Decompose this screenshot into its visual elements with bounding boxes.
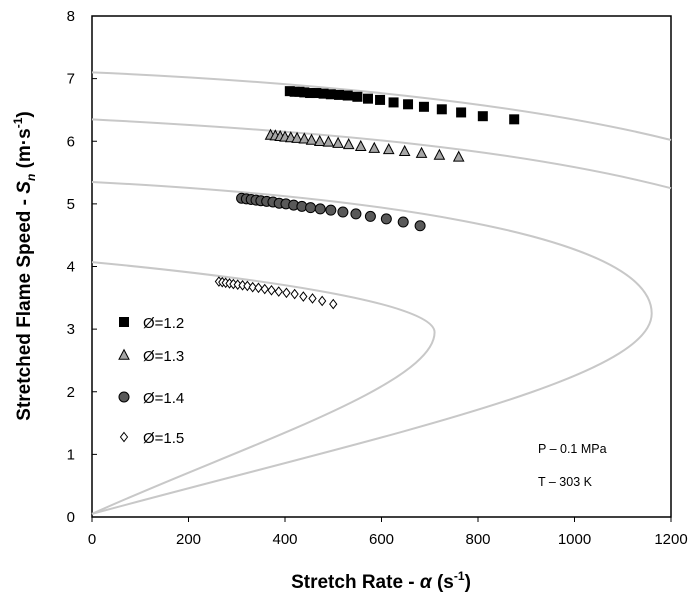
fit-curve-phi-1-3 <box>91 118 672 190</box>
data-point-triangle <box>354 139 367 152</box>
data-point-square <box>477 111 488 122</box>
data-point-square <box>388 97 399 108</box>
x-tick-label: 400 <box>272 531 297 548</box>
data-point-diamond <box>274 286 283 297</box>
data-point-circle <box>380 213 392 225</box>
legend-marker-triangle <box>118 348 130 360</box>
data-point-circle <box>414 220 426 232</box>
data-point-circle <box>350 208 362 220</box>
annotation-temperature: T – 303 K <box>538 475 593 489</box>
y-tick-label: 7 <box>67 71 75 88</box>
data-point-triangle <box>291 131 303 143</box>
data-point-triangle <box>305 133 318 145</box>
data-point-triangle <box>322 135 335 147</box>
data-point-triangle <box>433 148 446 160</box>
x-tick-label: 1200 <box>654 531 687 548</box>
data-point-diamond <box>329 298 338 310</box>
annotation-pressure: P – 0.1 MPa <box>538 442 607 456</box>
data-point-triangle <box>368 141 381 153</box>
legend-marker-square <box>119 317 129 327</box>
axis-ticks: 0 200 400 600 800 1000 1200 0 1 2 3 4 5 6 7 8 <box>67 8 688 548</box>
data-point-triangle <box>342 138 355 150</box>
data-point-square <box>375 94 386 105</box>
legend: Ø=1.2 Ø=1.3 Ø=1.4 Ø=1.5 <box>118 315 184 447</box>
y-tick-label: 3 <box>67 321 75 338</box>
y-tick-label: 1 <box>67 446 75 463</box>
data-point-diamond <box>233 279 242 290</box>
data-point-triangle <box>313 134 326 147</box>
series-circle <box>236 192 426 232</box>
y-tick-label: 0 <box>67 509 75 526</box>
y-tick-label: 5 <box>67 196 75 213</box>
data-point-square <box>403 99 414 110</box>
data-point-triangle <box>398 144 411 157</box>
legend-marker-circle <box>118 391 130 403</box>
data-point-diamond <box>290 288 299 300</box>
x-tick-label: 1000 <box>558 531 591 548</box>
x-tick-label: 800 <box>465 531 490 548</box>
y-tick-label: 4 <box>67 259 75 276</box>
data-point-square <box>509 114 520 125</box>
data-point-diamond <box>282 287 291 299</box>
data-point-diamond <box>267 284 276 296</box>
data-markers <box>214 86 520 310</box>
data-point-triangle <box>382 143 395 155</box>
data-point-square <box>436 104 447 115</box>
legend-label: Ø=1.2 <box>143 315 184 332</box>
data-point-diamond <box>308 293 317 304</box>
data-point-triangle <box>415 146 428 158</box>
data-point-square <box>362 93 373 104</box>
x-tick-label: 0 <box>88 531 96 548</box>
legend-label: Ø=1.5 <box>143 430 184 447</box>
data-point-square <box>342 90 353 101</box>
data-point-diamond <box>238 279 247 291</box>
fit-curve-phi-1-2-lower <box>91 180 653 515</box>
y-tick-label: 6 <box>67 133 75 150</box>
data-point-diamond <box>254 282 263 294</box>
x-axis-title: Stretch Rate - α (s-1) <box>291 569 471 593</box>
fit-curves <box>91 71 672 515</box>
series-square <box>284 86 520 125</box>
data-point-circle <box>337 206 349 218</box>
y-tick-label: 2 <box>67 384 75 401</box>
data-point-triangle <box>298 132 311 144</box>
data-point-diamond <box>299 291 308 302</box>
data-point-circle <box>364 210 376 222</box>
data-point-triangle <box>332 136 344 148</box>
legend-label: Ø=1.3 <box>143 348 184 365</box>
x-tick-label: 200 <box>176 531 201 548</box>
data-point-diamond <box>318 295 327 307</box>
data-point-circle <box>397 216 409 228</box>
y-axis-title: Stretched Flame Speed - Sn (m·s-1) <box>11 111 38 420</box>
data-point-circle <box>325 204 337 216</box>
series-triangle <box>264 128 465 162</box>
series-diamond <box>214 276 338 310</box>
data-point-square <box>352 91 363 102</box>
data-point-circle <box>305 202 317 214</box>
data-point-square <box>418 101 429 112</box>
data-point-circle <box>314 203 326 215</box>
x-tick-label: 600 <box>369 531 394 548</box>
data-point-diamond <box>260 283 269 295</box>
legend-marker-diamond <box>119 431 129 443</box>
data-point-square <box>334 89 345 100</box>
data-point-diamond <box>248 281 257 293</box>
y-tick-label: 8 <box>67 8 75 25</box>
legend-label: Ø=1.4 <box>143 390 184 407</box>
data-point-square <box>456 107 467 118</box>
data-point-diamond <box>243 280 252 292</box>
fit-curve-phi-1-5 <box>91 261 436 515</box>
data-point-square <box>325 89 336 100</box>
data-point-triangle <box>452 150 465 162</box>
fit-curve-phi-1-2 <box>91 71 672 141</box>
